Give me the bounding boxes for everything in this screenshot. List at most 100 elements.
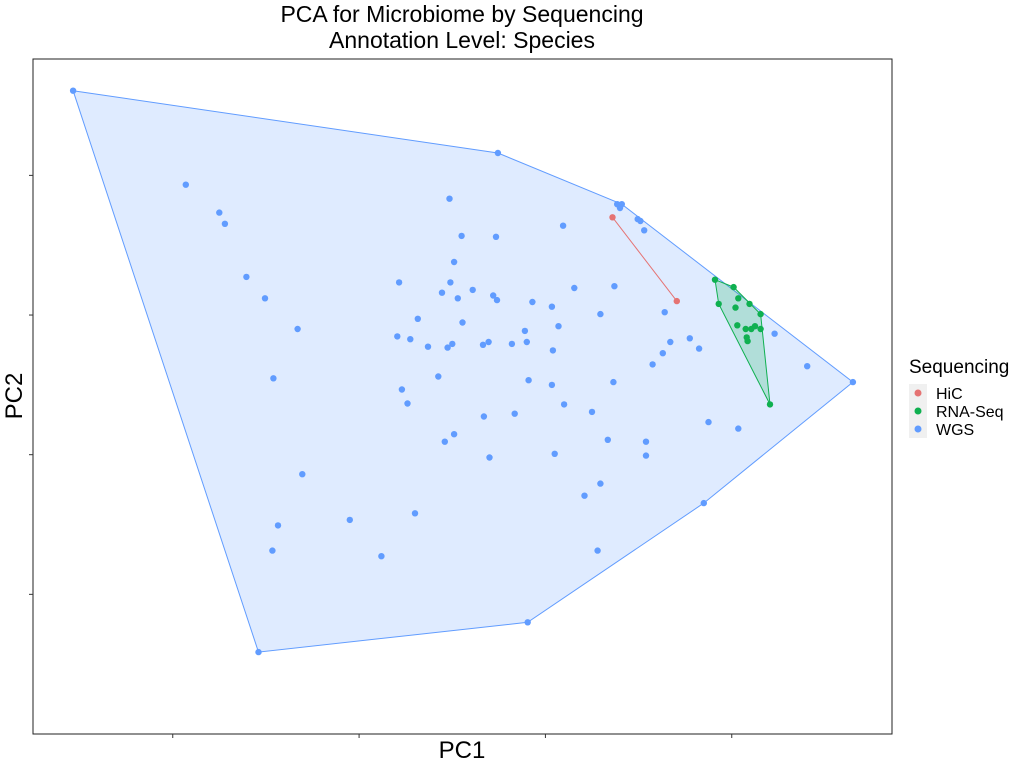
point-wgs-62 [705, 418, 712, 426]
point-wgs-69 [642, 452, 650, 459]
legend-label-hic: HiC [936, 386, 963, 403]
point-rna-seq-7 [734, 322, 741, 329]
point-wgs-60 [480, 413, 488, 420]
point-wgs-3 [446, 195, 453, 202]
point-rna-seq-10 [751, 323, 759, 330]
point-wgs-24 [438, 289, 446, 296]
point-wgs-67 [604, 436, 611, 443]
legend-label-wgs: WGS [936, 422, 974, 439]
point-rna-seq-3 [735, 295, 742, 302]
point-wgs-56 [525, 377, 532, 384]
point-wgs-81 [424, 343, 432, 350]
point-rna-seq-11 [757, 325, 764, 333]
point-wgs-61 [511, 410, 518, 417]
point-wgs-79 [700, 499, 707, 507]
point-wgs-77 [524, 619, 531, 626]
point-wgs-40 [555, 323, 562, 330]
point-hic-0 [609, 214, 616, 221]
y-axis-title: PC2 [1, 373, 28, 420]
point-wgs-20 [269, 547, 276, 554]
point-rna-seq-5 [746, 300, 753, 308]
hull-rna-seq [714, 278, 771, 405]
point-wgs-65 [441, 438, 448, 445]
point-wgs-83 [492, 233, 500, 240]
point-wgs-0 [69, 87, 77, 94]
point-wgs-54 [404, 400, 411, 407]
hull-wgs [72, 90, 854, 653]
point-wgs-43 [449, 340, 456, 348]
point-wgs-47 [549, 347, 557, 354]
point-rna-seq-2 [715, 300, 722, 308]
point-wgs-10 [637, 217, 644, 225]
point-hic-1 [673, 297, 680, 305]
point-wgs-51 [649, 361, 656, 368]
point-wgs-57 [610, 378, 617, 386]
group-hulls [72, 90, 854, 653]
point-wgs-44 [479, 341, 487, 348]
point-wgs-52 [435, 373, 442, 380]
point-wgs-85 [559, 222, 567, 229]
point-wgs-73 [771, 330, 778, 337]
x-axis-title: PC1 [439, 737, 486, 764]
point-wgs-34 [414, 315, 421, 322]
point-rna-seq-4 [732, 304, 739, 311]
point-wgs-30 [548, 303, 556, 310]
point-wgs-1 [494, 149, 502, 157]
point-wgs-28 [571, 284, 578, 292]
point-wgs-63 [735, 425, 742, 432]
point-wgs-21 [378, 553, 385, 560]
point-wgs-8 [616, 204, 624, 212]
point-wgs-2 [182, 181, 189, 188]
legend-marker-hic [914, 389, 922, 397]
point-rna-seq-14 [766, 401, 774, 408]
point-wgs-12 [458, 232, 465, 240]
legend-marker-rna-seq [914, 407, 922, 415]
point-wgs-16 [294, 325, 301, 333]
point-wgs-37 [407, 336, 414, 343]
point-wgs-42 [444, 344, 451, 351]
point-wgs-32 [611, 283, 618, 290]
point-rna-seq-0 [711, 276, 719, 283]
legend-label-rna-seq: RNA-Seq [936, 404, 1004, 421]
point-wgs-76 [486, 454, 493, 461]
point-wgs-68 [642, 438, 650, 445]
point-wgs-58 [560, 401, 568, 408]
axis-ticks [29, 174, 733, 738]
point-rna-seq-8 [742, 325, 749, 333]
point-wgs-39 [521, 327, 529, 335]
point-wgs-59 [588, 408, 596, 416]
point-wgs-31 [529, 298, 536, 306]
point-rna-seq-6 [757, 310, 764, 318]
point-wgs-14 [243, 273, 250, 281]
point-wgs-80 [255, 648, 262, 656]
point-wgs-27 [493, 296, 501, 304]
point-wgs-64 [450, 431, 458, 438]
point-wgs-22 [395, 279, 403, 286]
point-wgs-74 [804, 363, 811, 370]
point-wgs-84 [274, 522, 282, 529]
point-wgs-66 [551, 450, 558, 457]
point-wgs-13 [450, 258, 458, 266]
point-rna-seq-1 [730, 283, 737, 291]
point-wgs-53 [398, 386, 406, 393]
point-wgs-18 [299, 471, 306, 478]
point-wgs-11 [641, 227, 648, 234]
point-wgs-82 [490, 292, 497, 299]
point-wgs-75 [849, 378, 857, 386]
point-wgs-55 [548, 381, 556, 389]
point-wgs-5 [221, 220, 229, 227]
point-wgs-23 [447, 279, 454, 286]
point-wgs-41 [686, 335, 693, 342]
point-wgs-26 [454, 295, 461, 302]
point-wgs-19 [346, 516, 353, 524]
point-wgs-45 [508, 340, 516, 348]
point-rna-seq-13 [744, 337, 751, 345]
point-wgs-4 [216, 209, 223, 216]
point-wgs-33 [661, 309, 668, 316]
chart-subtitle: Annotation Level: Species [329, 27, 595, 53]
point-wgs-50 [659, 350, 666, 357]
legend-title: Sequencing [909, 357, 1009, 378]
